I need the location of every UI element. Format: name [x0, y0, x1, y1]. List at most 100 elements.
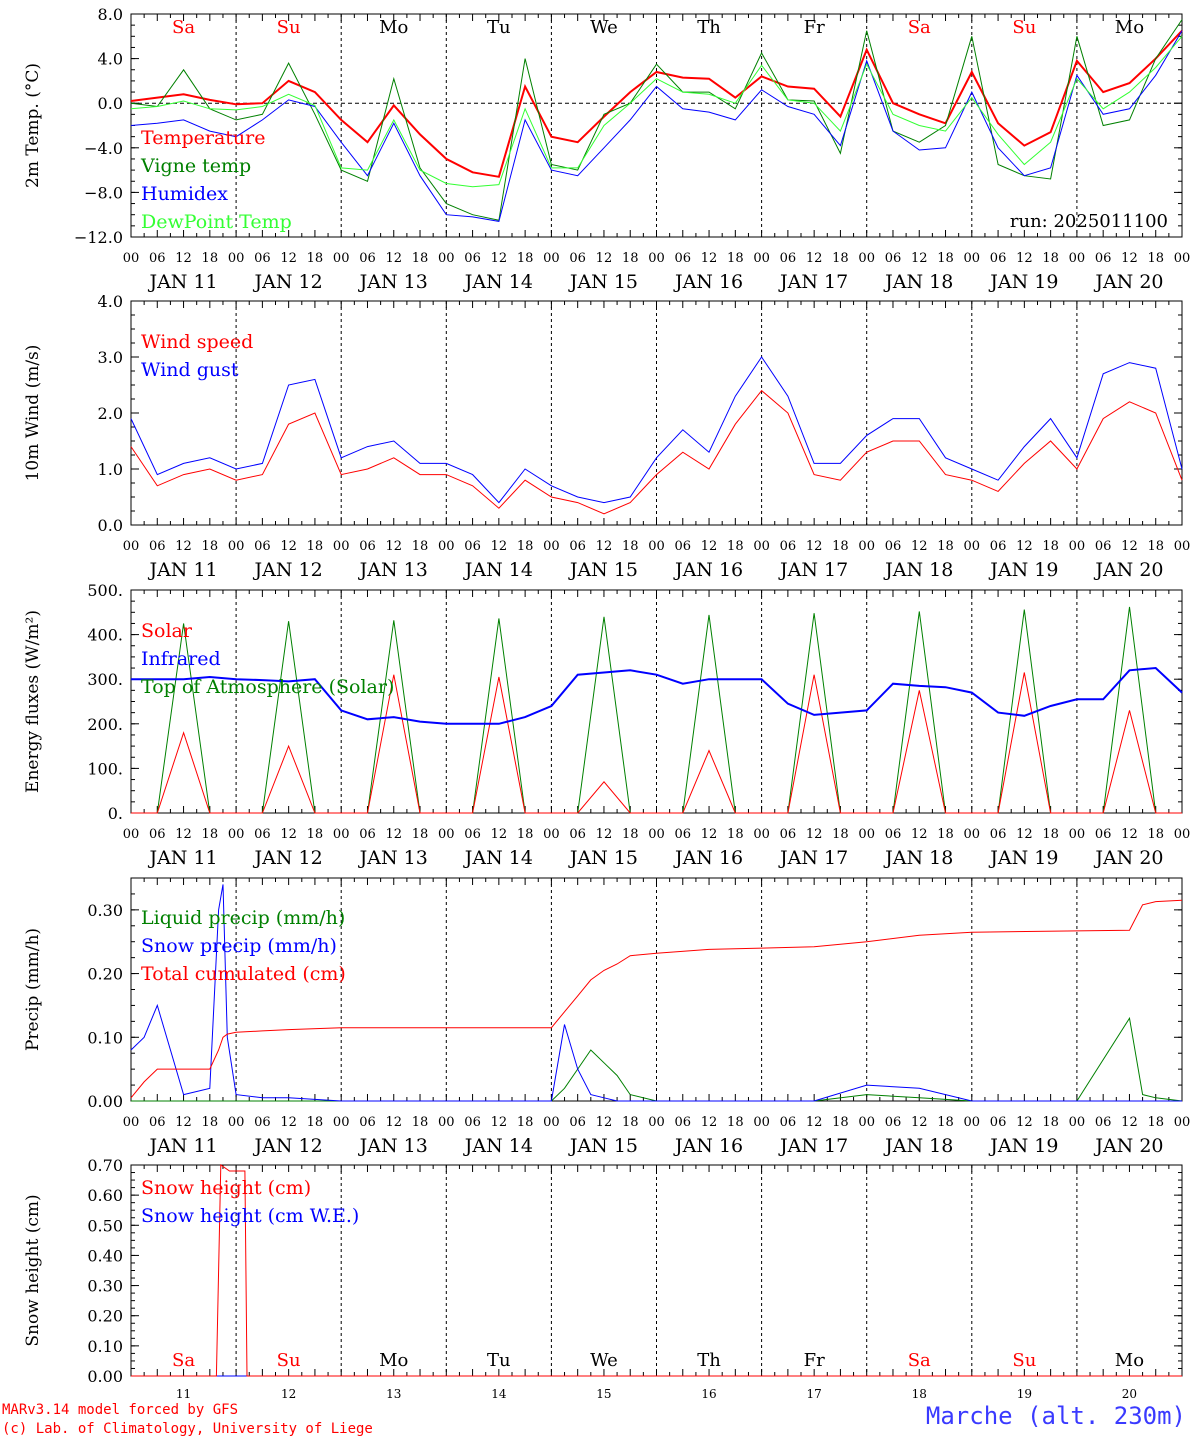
day-abbr-bottom: Su	[1012, 1350, 1036, 1371]
hour-tick-label: 18	[832, 1115, 849, 1130]
y-tick-label: −8.0	[84, 183, 123, 202]
hour-tick-label: 18	[307, 251, 324, 266]
hour-tick-label: 18	[622, 251, 639, 266]
legend-entry: Humidex	[141, 183, 228, 205]
hour-tick-label: 12	[385, 539, 402, 554]
hour-tick-label: 12	[1121, 1115, 1138, 1130]
hour-tick-label: 18	[937, 251, 954, 266]
hour-tick-label: 00	[964, 1115, 981, 1130]
hour-tick-label: 12	[1121, 251, 1138, 266]
hour-tick-label: 06	[885, 251, 902, 266]
hour-tick-label: 12	[1016, 827, 1033, 842]
panel-wind: 4.0 3.0 2.0 1.0 0.0 10m Wind (m/s) Wind speed W…	[23, 292, 1190, 581]
y-tick-label: 0.30	[87, 1277, 123, 1296]
hour-tick-label: 00	[333, 251, 350, 266]
hour-tick-label: 06	[885, 539, 902, 554]
hour-tick-label: 06	[359, 1115, 376, 1130]
hour-tick-label: 12	[385, 1115, 402, 1130]
hour-tick-label: 00	[1174, 1115, 1191, 1130]
day-abbr-top: Mo	[1115, 17, 1144, 38]
series-line-vigne-temp	[130, 19, 1183, 221]
hour-tick-label: 00	[333, 827, 350, 842]
date-label: JAN 16	[673, 847, 743, 869]
y-tick-label: 1.0	[98, 460, 123, 479]
y-tick-label: 3.0	[98, 348, 123, 367]
y-tick-label: 0.0	[98, 516, 123, 535]
date-label: JAN 15	[568, 271, 638, 293]
hour-tick-label: 12	[596, 251, 613, 266]
y-tick-label: 8.0	[98, 5, 123, 24]
day-number: 18	[912, 1387, 927, 1400]
legend-entry: Snow precip (mm/h)	[141, 935, 337, 957]
hour-tick-label: 18	[1147, 539, 1164, 554]
series-line-humidex	[130, 30, 1183, 222]
date-label: JAN 20	[1093, 559, 1163, 581]
day-number: 11	[176, 1387, 191, 1400]
hour-tick-label: 12	[806, 1115, 823, 1130]
hour-tick-label: 06	[254, 827, 271, 842]
y-tick-label: 500.	[87, 581, 123, 600]
hour-tick-label: 12	[1121, 539, 1138, 554]
date-label: JAN 18	[883, 1135, 953, 1157]
y-tick-label: 0.	[108, 804, 123, 823]
hour-tick-label: 00	[964, 827, 981, 842]
y-axis-label: 10m Wind (m/s)	[23, 345, 43, 482]
date-label: JAN 12	[253, 1135, 323, 1157]
hour-tick-label: 18	[412, 1115, 429, 1130]
hour-tick-label: 18	[202, 1115, 219, 1130]
hour-tick-label: 12	[701, 1115, 718, 1130]
date-label: JAN 20	[1093, 847, 1163, 869]
legend-entry: Wind speed	[141, 331, 253, 353]
hour-tick-label: 00	[858, 251, 875, 266]
hour-tick-label: 00	[543, 1115, 560, 1130]
hour-tick-label: 12	[911, 251, 928, 266]
date-label: JAN 12	[253, 271, 323, 293]
hour-tick-label: 18	[937, 1115, 954, 1130]
hour-tick-label: 00	[964, 251, 981, 266]
legend-entry: Wind gust	[141, 359, 239, 381]
date-label: JAN 13	[358, 847, 428, 869]
date-label: JAN 15	[568, 847, 638, 869]
hour-tick-label: 00	[1174, 827, 1191, 842]
hour-tick-label: 18	[1147, 251, 1164, 266]
date-label: JAN 11	[147, 847, 217, 869]
hour-tick-label: 00	[648, 539, 665, 554]
hour-tick-label: 06	[780, 539, 797, 554]
date-label: JAN 18	[883, 559, 953, 581]
y-tick-label: 4.0	[98, 50, 123, 69]
series-line-liquid-precip-mm-h-	[131, 1016, 1183, 1102]
plot-frame	[130, 13, 1183, 238]
date-label: JAN 12	[253, 847, 323, 869]
hour-tick-label: 06	[569, 827, 586, 842]
y-tick-label: 0.0	[98, 94, 123, 113]
hour-tick-label: 06	[464, 251, 481, 266]
day-abbr-bottom: We	[590, 1350, 618, 1371]
plot-frame	[130, 300, 1183, 526]
hour-tick-label: 06	[1095, 827, 1112, 842]
hour-tick-label: 12	[385, 827, 402, 842]
hour-tick-label: 00	[228, 1115, 245, 1130]
hour-tick-label: 12	[175, 827, 192, 842]
hour-tick-label: 00	[1174, 251, 1191, 266]
date-label: JAN 17	[778, 847, 848, 869]
day-number: 13	[386, 1387, 401, 1400]
y-tick-label: 0.20	[87, 1307, 123, 1326]
series-line-infrared	[131, 666, 1183, 725]
model-credit: MARv3.14 model forced by GFS	[2, 1402, 239, 1418]
hour-tick-label: 18	[937, 539, 954, 554]
hour-tick-label: 00	[123, 539, 140, 554]
y-tick-label: 4.0	[98, 292, 123, 311]
series-line-wind-speed	[130, 389, 1183, 515]
date-label: JAN 12	[253, 559, 323, 581]
hour-tick-label: 12	[491, 1115, 508, 1130]
hour-tick-label: 12	[491, 251, 508, 266]
hour-tick-label: 12	[596, 1115, 613, 1130]
hour-tick-label: 12	[701, 539, 718, 554]
hour-tick-label: 12	[491, 827, 508, 842]
series-line-snow-precip-mm-h-	[130, 884, 1182, 1102]
hour-tick-label: 18	[727, 539, 744, 554]
y-tick-label: −4.0	[84, 139, 123, 158]
hour-tick-label: 18	[832, 251, 849, 266]
legend-entry: Top of Atmosphere (Solar)	[141, 676, 394, 698]
y-tick-label: 0.60	[87, 1186, 123, 1205]
